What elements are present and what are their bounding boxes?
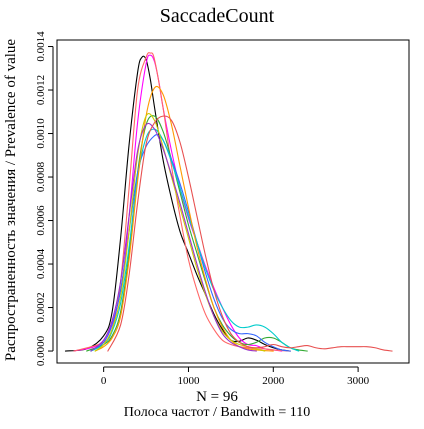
y-tick-label: 0.0014: [35, 31, 47, 62]
y-tick-label: 0.0006: [35, 205, 47, 236]
y-tick-label: 0.0008: [35, 161, 47, 192]
density-curve: [64, 55, 291, 352]
density-curve: [90, 128, 300, 352]
density-curve: [107, 115, 393, 352]
density-curve: [86, 115, 308, 352]
y-tick-label: 0.0000: [35, 335, 47, 366]
density-series-group: [64, 52, 393, 352]
y-tick-label: 0.0002: [35, 292, 47, 322]
y-tick-label: 0.0010: [35, 118, 47, 149]
x-axis-label: N = 96: [196, 389, 238, 405]
x-axis: 0 1000 2000 3000: [101, 366, 370, 387]
y-tick-label: 0.0012: [35, 75, 47, 105]
x-axis-sublabel: Полоса частот / Bandwith = 110: [124, 405, 310, 420]
x-tick-label: 3000: [347, 375, 370, 387]
y-axis-label: Распространенность значения / Prevalence…: [3, 39, 19, 361]
y-tick-label: 0.0004: [35, 248, 47, 279]
x-tick-label: 0: [101, 375, 107, 387]
x-tick-label: 2000: [262, 375, 285, 387]
x-tick-label: 1000: [177, 375, 200, 387]
density-curve: [90, 122, 257, 352]
density-curve: [94, 113, 266, 352]
y-axis: 0.0000 0.0002 0.0004 0.0006 0.0008 0.0010 0.00…: [35, 31, 54, 366]
plot-frame: [56, 39, 410, 364]
chart-title: SaccadeCount: [160, 5, 275, 27]
